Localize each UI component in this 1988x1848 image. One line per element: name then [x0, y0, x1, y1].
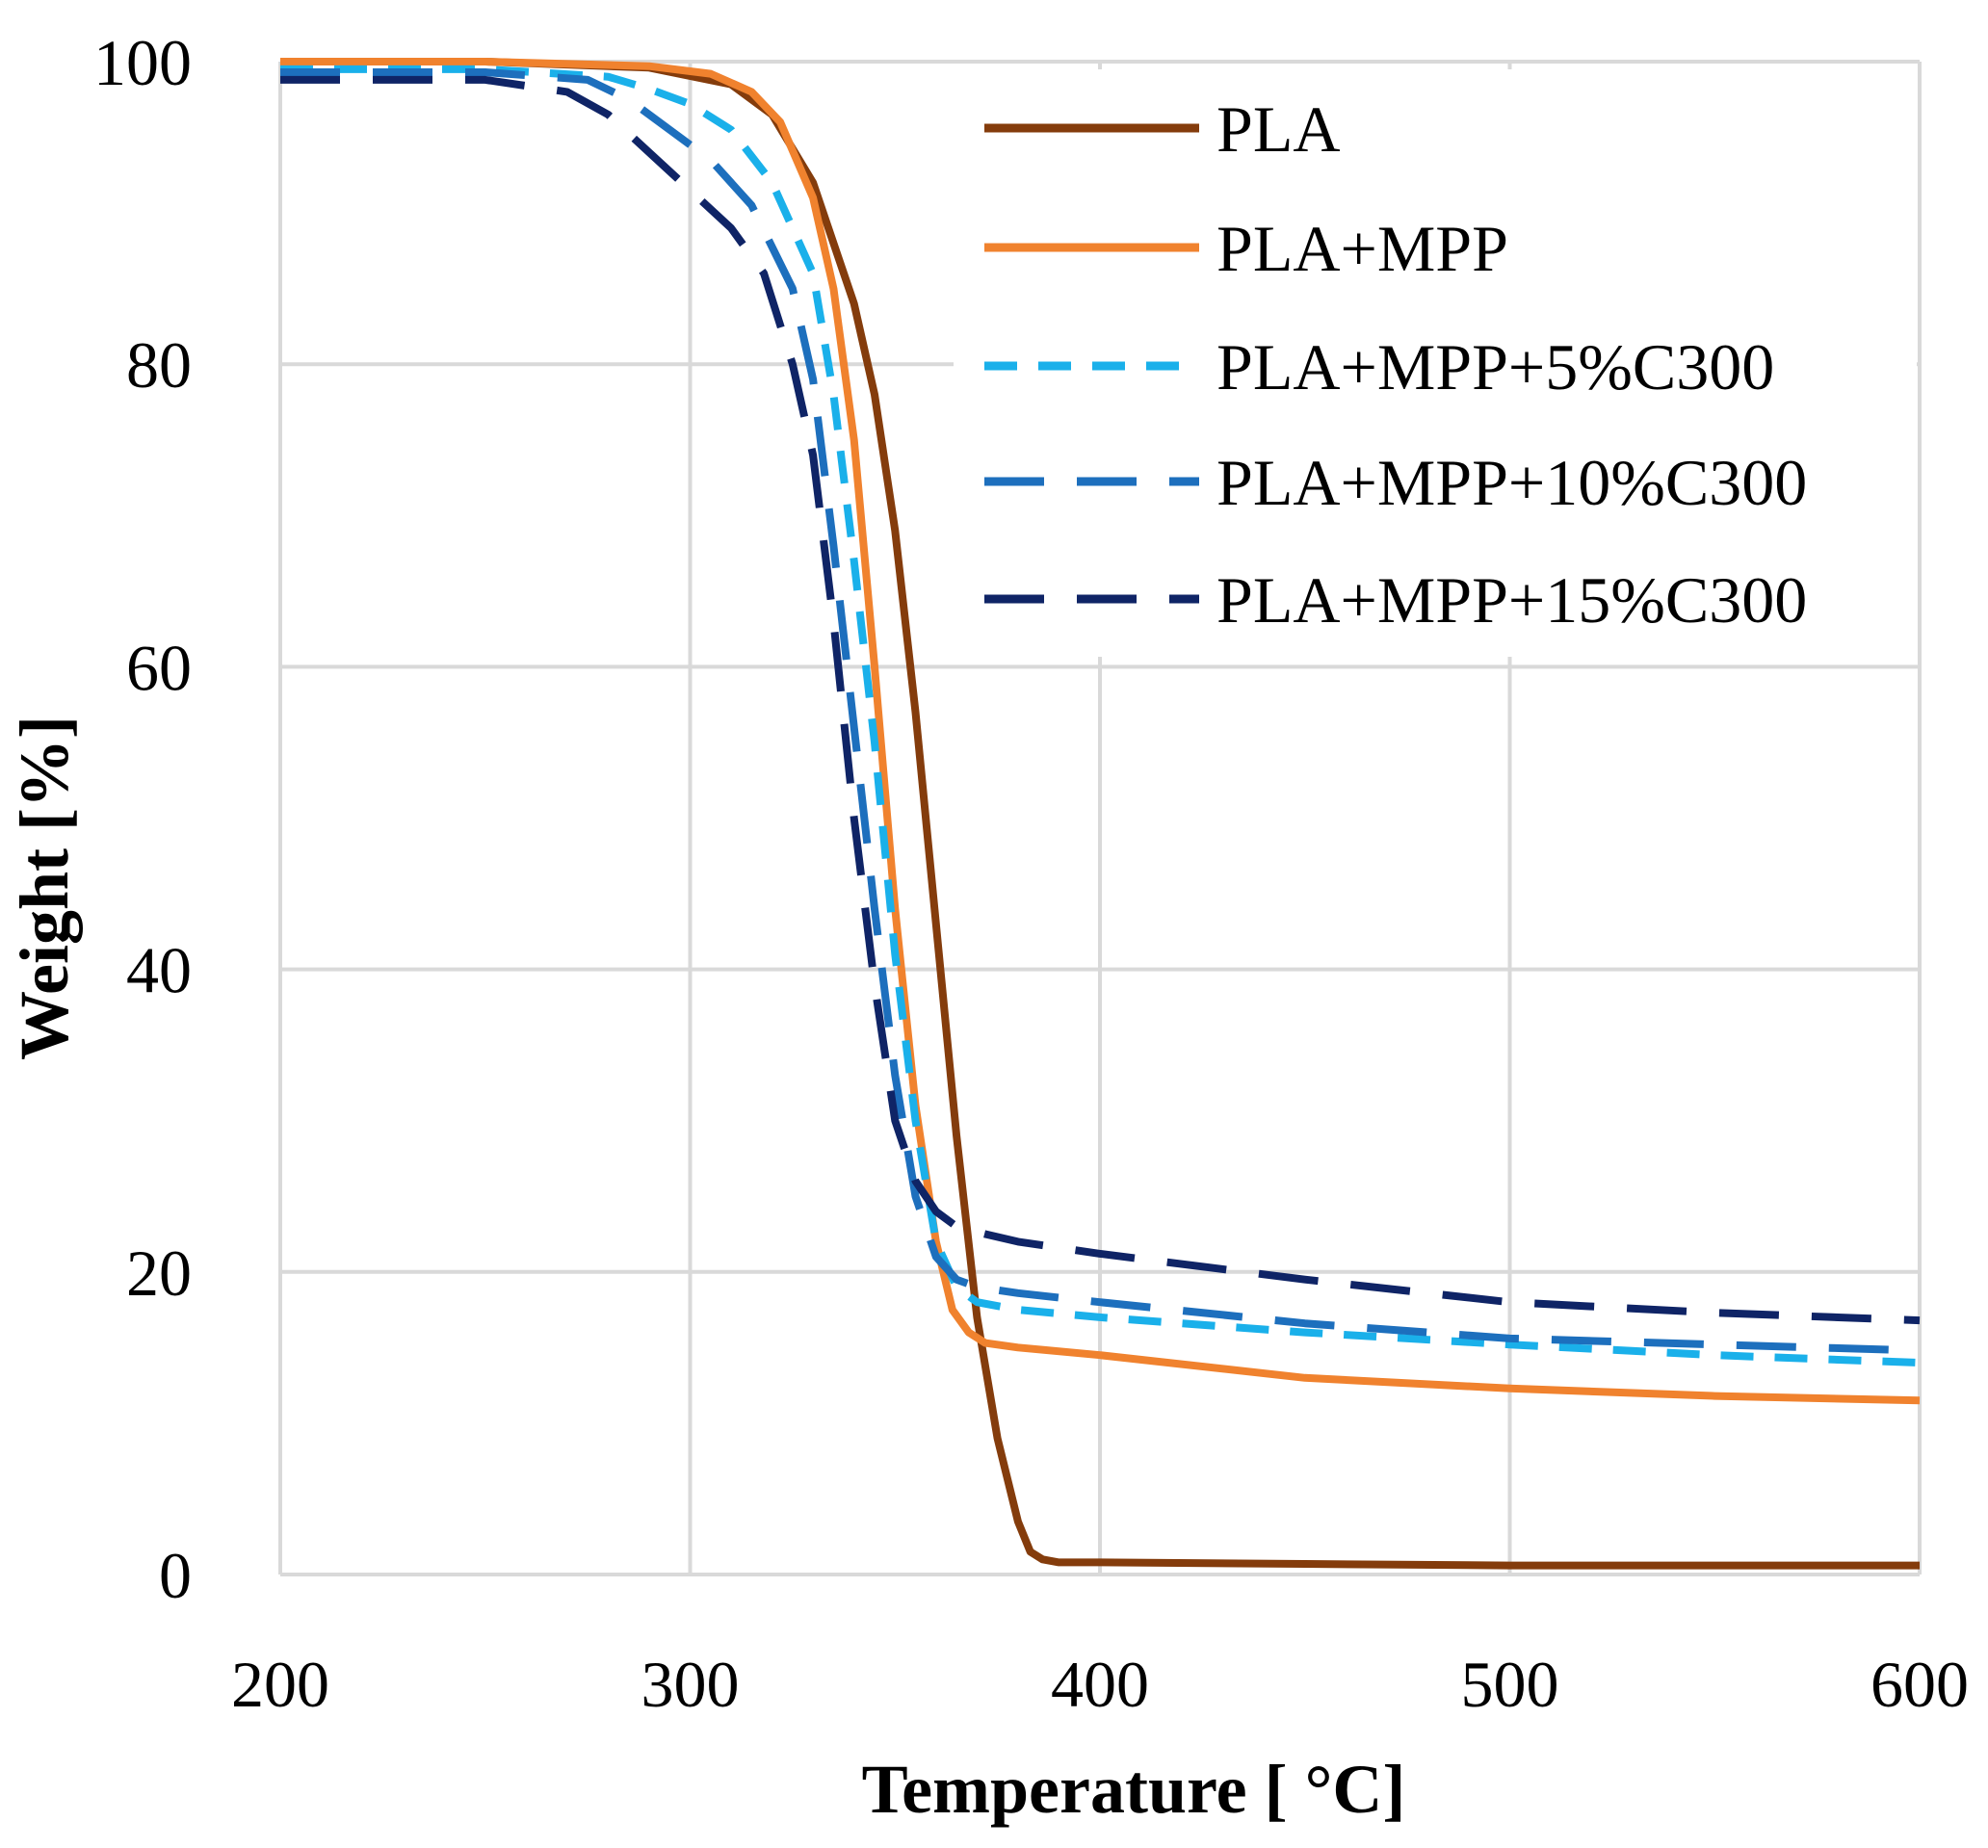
x-tick-label: 500 — [1461, 1648, 1559, 1721]
y-tick-label: 20 — [126, 1236, 192, 1310]
legend: PLA PLA+MPP PLA+MPP+5%C300 PLA+MPP+10%C300 P… — [954, 69, 1917, 657]
tick-labels: 200 300 400 500 600 0 20 40 60 80 100 — [93, 26, 1969, 1721]
series-line-pla-mpp-15-c300 — [280, 75, 1921, 1325]
y-tick-label: 40 — [126, 934, 192, 1007]
y-axis-title: Weight [%] — [6, 716, 83, 1060]
y-tick-label: 100 — [93, 26, 192, 99]
x-tick-label: 600 — [1870, 1648, 1969, 1721]
x-tick-label: 200 — [231, 1648, 329, 1721]
y-tick-label: 80 — [126, 328, 192, 402]
y-tick-label: 60 — [126, 631, 192, 704]
y-tick-label: 0 — [159, 1539, 192, 1612]
plot-series — [280, 58, 1921, 1570]
x-tick-label: 400 — [1051, 1648, 1149, 1721]
legend-label: PLA+MPP+15%C300 — [1216, 563, 1807, 637]
legend-label: PLA — [1216, 92, 1340, 166]
x-axis-title: Temperature [ °C] — [862, 1751, 1406, 1828]
x-tick-label: 300 — [641, 1648, 740, 1721]
legend-label: PLA+MPP+5%C300 — [1216, 330, 1774, 403]
series-line-pla-mpp-5-c300 — [280, 65, 1921, 1367]
legend-label: PLA+MPP — [1216, 212, 1508, 285]
series-line-pla-mpp-10-c300 — [280, 68, 1921, 1355]
legend-label: PLA+MPP+10%C300 — [1216, 446, 1807, 519]
